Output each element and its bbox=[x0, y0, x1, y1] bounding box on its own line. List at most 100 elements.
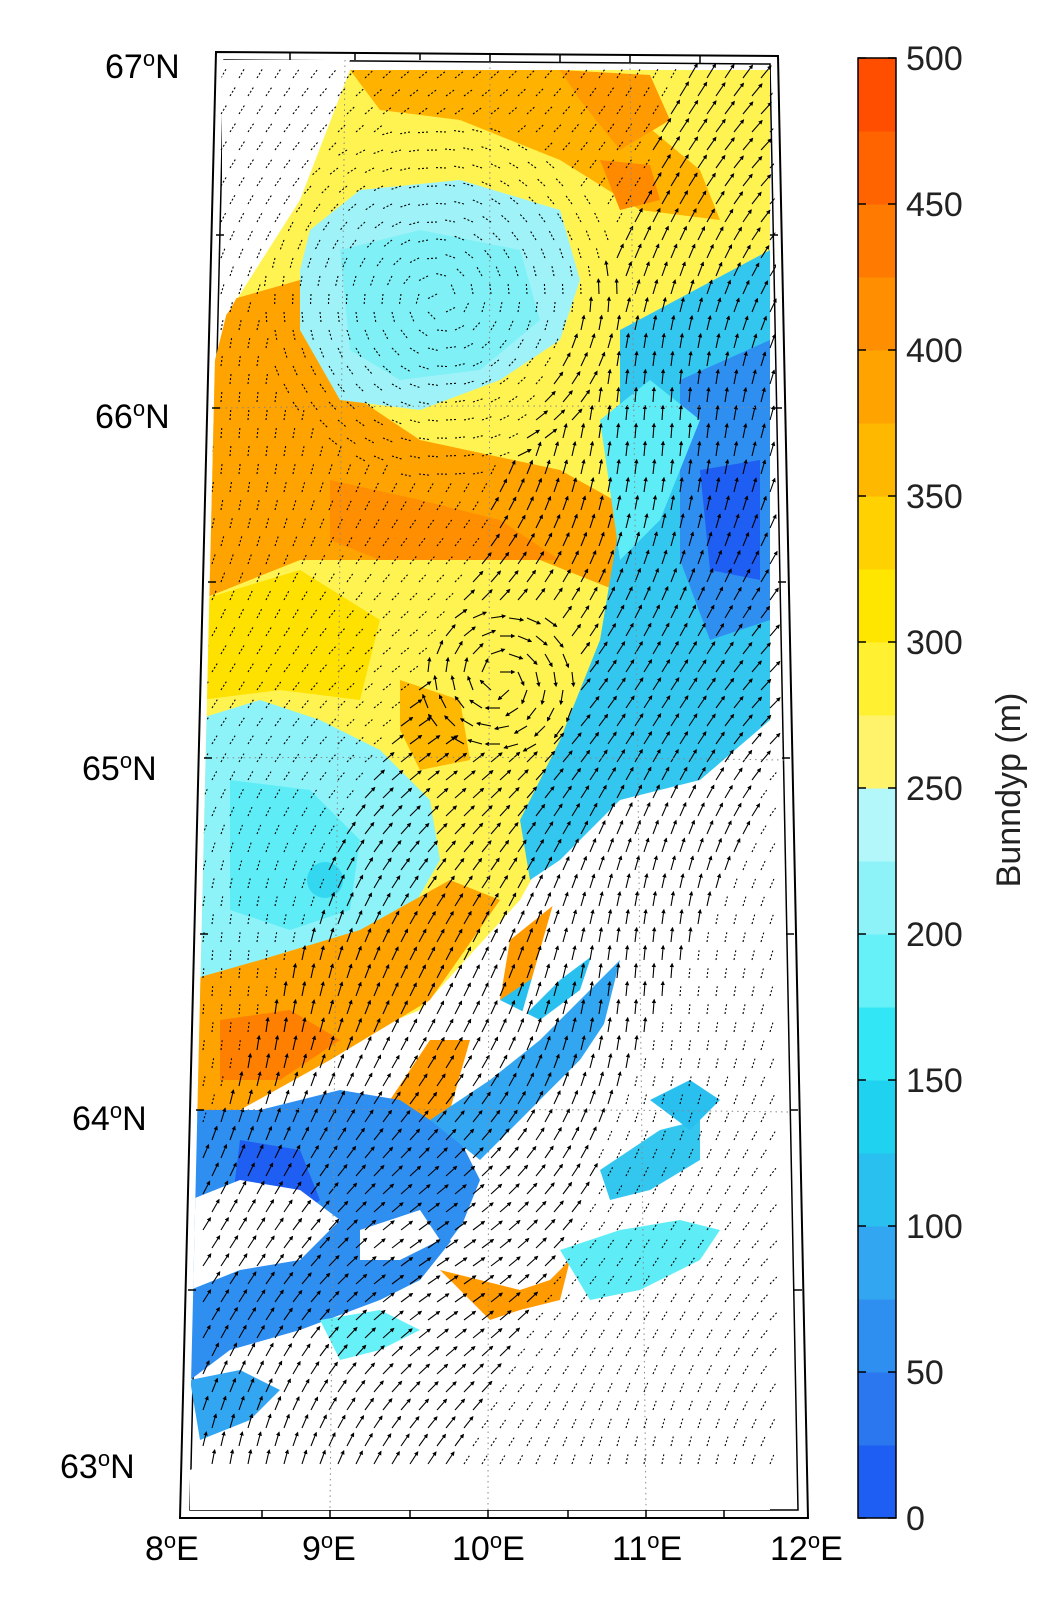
current-arrow bbox=[415, 293, 420, 305]
current-arrow bbox=[391, 592, 400, 601]
current-arrow bbox=[481, 519, 488, 529]
current-arrow bbox=[373, 555, 381, 565]
current-arrow bbox=[355, 419, 365, 427]
current-arrow bbox=[697, 513, 703, 529]
current-arrow bbox=[661, 332, 666, 349]
current-arrow bbox=[688, 208, 697, 223]
current-arrow bbox=[400, 610, 409, 619]
current-arrow bbox=[625, 194, 632, 205]
current-arrow bbox=[463, 302, 470, 313]
current-arrow bbox=[571, 586, 581, 601]
current-arrow bbox=[724, 351, 730, 367]
current-arrow bbox=[238, 68, 245, 79]
current-arrow bbox=[409, 483, 416, 493]
lon-label-12: 12oE bbox=[770, 1528, 843, 1568]
current-arrow bbox=[398, 293, 402, 305]
current-arrow bbox=[616, 567, 624, 583]
current-arrow bbox=[472, 435, 483, 439]
current-arrow bbox=[760, 532, 768, 547]
current-arrow bbox=[688, 567, 696, 583]
current-arrow bbox=[346, 105, 356, 115]
current-arrow bbox=[453, 235, 465, 241]
colorbar-band bbox=[858, 1153, 896, 1227]
current-arrow bbox=[715, 297, 722, 313]
current-arrow bbox=[292, 104, 301, 115]
current-arrow bbox=[526, 429, 541, 439]
current-arrow bbox=[436, 574, 445, 583]
current-arrow bbox=[652, 640, 661, 655]
current-arrow bbox=[514, 265, 519, 277]
current-arrow bbox=[292, 609, 299, 619]
current-arrow bbox=[464, 250, 474, 259]
current-arrow bbox=[742, 641, 753, 655]
colorbar-tick-label: 400 bbox=[906, 332, 963, 370]
current-arrow bbox=[329, 203, 339, 213]
current-arrow bbox=[328, 500, 334, 511]
current-arrow bbox=[472, 322, 481, 331]
current-arrow bbox=[742, 315, 749, 331]
current-arrow bbox=[319, 554, 326, 565]
current-arrow bbox=[598, 422, 603, 439]
current-arrow bbox=[283, 122, 292, 133]
current-arrow bbox=[661, 117, 672, 133]
current-arrow bbox=[697, 226, 706, 241]
current-arrow bbox=[373, 419, 384, 426]
current-arrow bbox=[687, 386, 693, 403]
current-arrow bbox=[598, 141, 606, 151]
current-arrow bbox=[319, 311, 322, 324]
current-arrow bbox=[652, 207, 661, 223]
current-arrow bbox=[508, 459, 516, 475]
current-arrow bbox=[310, 329, 315, 341]
current-arrow bbox=[553, 441, 560, 457]
current-arrow bbox=[238, 104, 246, 115]
current-arrow bbox=[769, 550, 778, 565]
current-arrow bbox=[706, 279, 713, 295]
current-arrow bbox=[595, 248, 600, 259]
current-arrow bbox=[499, 88, 510, 97]
current-arrow bbox=[760, 138, 772, 151]
current-arrow bbox=[355, 347, 362, 358]
current-arrow bbox=[508, 358, 517, 367]
current-arrow bbox=[256, 68, 263, 79]
current-arrow bbox=[337, 518, 343, 529]
current-arrow bbox=[265, 194, 273, 205]
current-arrow bbox=[274, 499, 278, 511]
current-arrow bbox=[409, 311, 415, 323]
current-arrow bbox=[427, 419, 439, 422]
current-arrow bbox=[616, 176, 624, 187]
current-arrow bbox=[661, 153, 671, 169]
current-arrow bbox=[283, 158, 292, 169]
current-arrow bbox=[445, 592, 454, 601]
current-arrow bbox=[580, 105, 589, 115]
current-arrow bbox=[247, 158, 255, 169]
current-arrow bbox=[580, 314, 586, 331]
current-arrow bbox=[463, 380, 474, 385]
current-arrow bbox=[733, 369, 739, 385]
latitude-labels: 67oN 66oN 65oN 64oN 63oN bbox=[60, 46, 180, 1486]
current-arrow bbox=[229, 265, 235, 277]
current-arrow bbox=[373, 383, 383, 391]
current-arrow bbox=[526, 105, 536, 115]
current-arrow bbox=[661, 476, 666, 493]
current-arrow bbox=[220, 318, 224, 331]
current-arrow bbox=[642, 404, 648, 421]
current-arrow bbox=[742, 209, 752, 223]
colorbar-band bbox=[858, 496, 896, 570]
current-arrow bbox=[742, 173, 753, 187]
current-arrow bbox=[229, 336, 233, 349]
current-arrow bbox=[697, 622, 706, 637]
current-arrow bbox=[522, 248, 528, 259]
current-arrow bbox=[445, 624, 456, 637]
current-arrow bbox=[409, 88, 420, 97]
current-arrow bbox=[495, 266, 501, 277]
current-arrow bbox=[760, 65, 772, 79]
current-arrow bbox=[220, 390, 223, 403]
current-arrow bbox=[337, 446, 342, 457]
current-arrow bbox=[301, 591, 308, 601]
current-arrow bbox=[463, 626, 476, 637]
current-arrow bbox=[364, 106, 374, 115]
current-arrow bbox=[386, 275, 393, 287]
current-arrow bbox=[211, 590, 217, 601]
current-arrow bbox=[346, 69, 356, 79]
current-arrow bbox=[551, 265, 555, 277]
